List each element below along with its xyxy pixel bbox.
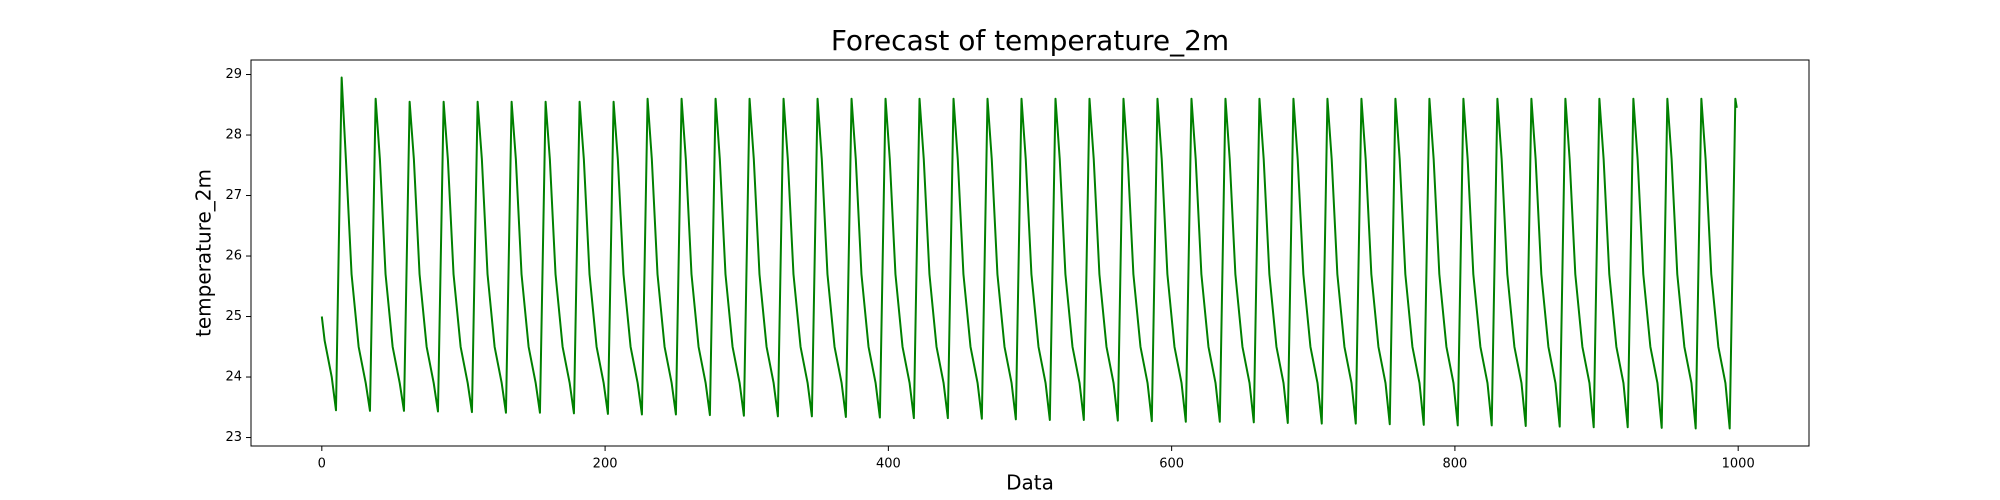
- y-tick-label: 25: [225, 309, 242, 324]
- y-axis-label: temperature_2m: [192, 169, 216, 337]
- y-tick-label: 27: [225, 188, 242, 203]
- y-tick-label: 24: [225, 370, 242, 385]
- x-tick-label: 200: [593, 457, 618, 472]
- x-tick-label: 800: [1442, 457, 1467, 472]
- x-tick-label: 0: [318, 457, 326, 472]
- x-axis-label: Data: [1006, 471, 1054, 495]
- y-tick-label: 26: [225, 249, 242, 264]
- data-line: [320, 76, 1738, 430]
- x-tick-label: 1000: [1722, 457, 1755, 472]
- chart-title: Forecast of temperature_2m: [831, 24, 1229, 57]
- x-tick-label: 600: [1159, 457, 1184, 472]
- y-tick-label: 23: [225, 430, 242, 445]
- y-tick-label: 29: [225, 67, 242, 82]
- y-tick-label: 28: [225, 128, 242, 143]
- plot-frame: [250, 59, 1810, 447]
- x-tick-label: 400: [876, 457, 901, 472]
